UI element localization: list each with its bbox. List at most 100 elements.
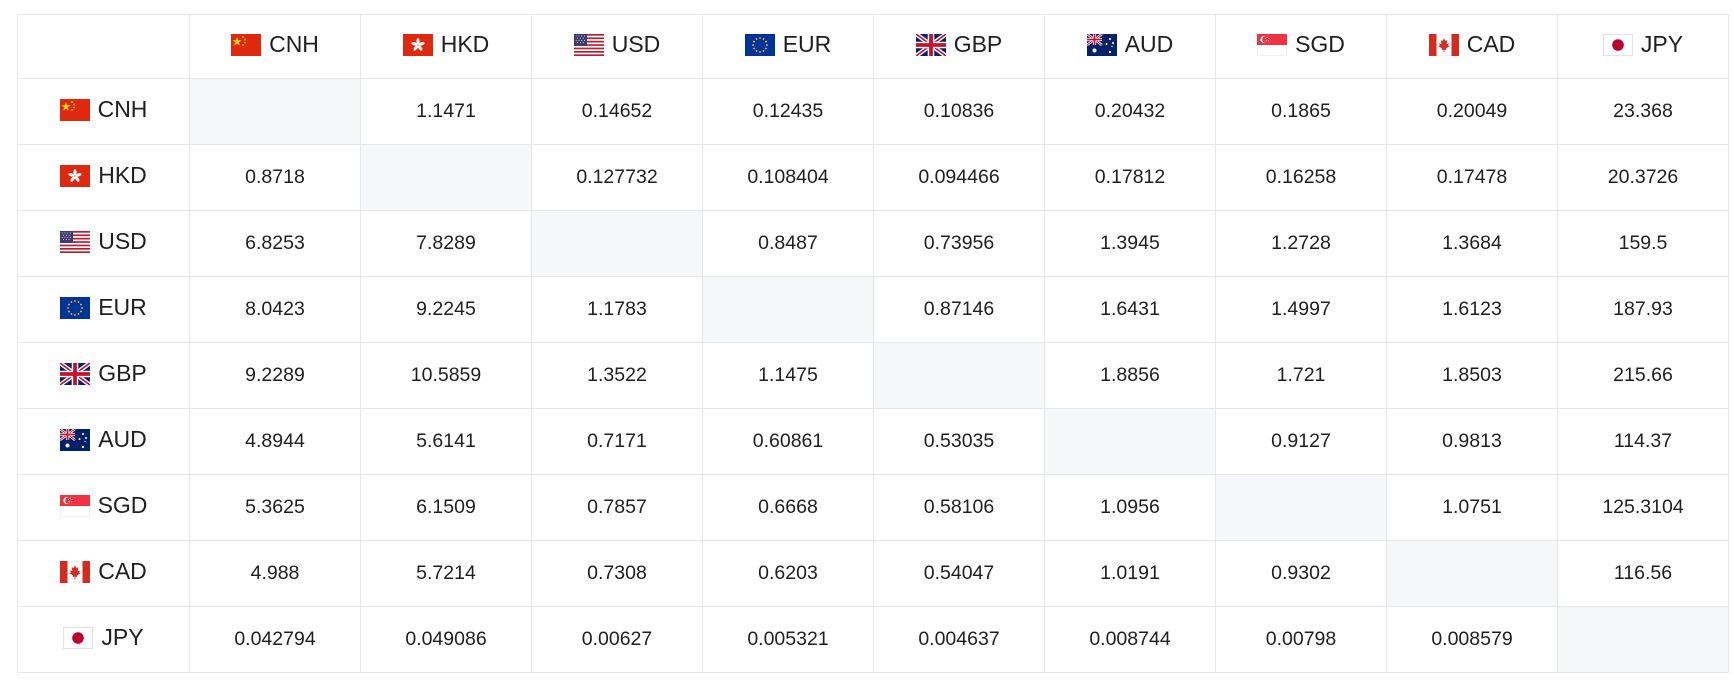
rate-cell: 20.3726 — [1557, 144, 1729, 211]
hong-kong-flag-icon — [60, 164, 91, 187]
rate-cell: 0.108404 — [702, 144, 874, 211]
row-header-usd: USD — [17, 210, 190, 277]
rate-cell: 0.005321 — [702, 606, 874, 673]
usa-flag-icon — [573, 33, 604, 56]
rate-cell: 0.54047 — [873, 540, 1045, 607]
rate-cell: 0.004637 — [873, 606, 1045, 673]
canada-flag-icon — [1428, 33, 1459, 56]
currency-code: GBP — [953, 31, 1003, 58]
row-header-jpy: JPY — [17, 606, 190, 673]
china-flag-icon — [59, 98, 90, 121]
rate-cell: 1.1471 — [360, 78, 532, 145]
china-flag-icon — [231, 33, 262, 56]
rate-cell: 4.988 — [189, 540, 361, 607]
rate-cell-diagonal — [1386, 540, 1558, 607]
rate-cell: 4.8944 — [189, 408, 361, 475]
rate-cell: 0.1865 — [1215, 78, 1387, 145]
rate-cell: 0.7308 — [531, 540, 703, 607]
column-header-cnh: CNH — [189, 14, 361, 79]
rate-cell: 0.53035 — [873, 408, 1045, 475]
rate-cell: 1.0956 — [1044, 474, 1216, 541]
column-header-cad: CAD — [1386, 14, 1558, 79]
rate-cell: 1.8503 — [1386, 342, 1558, 409]
column-header-usd: USD — [531, 14, 703, 79]
currency-code: HKD — [440, 31, 490, 58]
rate-cell: 0.87146 — [873, 276, 1045, 343]
rate-cell: 0.9302 — [1215, 540, 1387, 607]
rate-cell: 0.10836 — [873, 78, 1045, 145]
rate-cell: 9.2289 — [189, 342, 361, 409]
table-row: SGD 5.3625 6.1509 0.7857 0.6668 0.58106 … — [17, 474, 1729, 541]
rate-cell: 0.73956 — [873, 210, 1045, 277]
row-header-eur: EUR — [17, 276, 190, 343]
rate-cell: 6.1509 — [360, 474, 532, 541]
rate-cell: 0.12435 — [702, 78, 874, 145]
rate-cell: 116.56 — [1557, 540, 1729, 607]
rate-cell: 1.1475 — [702, 342, 874, 409]
rate-cell: 0.00627 — [531, 606, 703, 673]
table-row: CNH 1.1471 0.14652 0.12435 0.10836 0.204… — [17, 78, 1729, 145]
rate-cell: 0.14652 — [531, 78, 703, 145]
rate-cell: 1.4997 — [1215, 276, 1387, 343]
header-row: CNH HKD USD EUR GBP AUD SGD CAD JPY — [17, 14, 1729, 79]
rate-cell: 1.0191 — [1044, 540, 1216, 607]
rate-cell: 9.2245 — [360, 276, 532, 343]
currency-code: HKD — [98, 162, 147, 189]
rate-cell: 1.721 — [1215, 342, 1387, 409]
row-header-sgd: SGD — [17, 474, 190, 541]
currency-code: JPY — [1640, 31, 1684, 58]
hong-kong-flag-icon — [402, 33, 433, 56]
rate-cell-diagonal — [702, 276, 874, 343]
rate-cell: 10.5859 — [360, 342, 532, 409]
rate-cell-diagonal — [873, 342, 1045, 409]
currency-code: EUR — [782, 31, 832, 58]
cross-rate-table: CNH HKD USD EUR GBP AUD SGD CAD JPY CNH … — [17, 14, 1729, 673]
rate-cell: 1.3522 — [531, 342, 703, 409]
rate-cell: 7.8289 — [360, 210, 532, 277]
rate-cell-diagonal — [1215, 474, 1387, 541]
currency-code: GBP — [98, 360, 147, 387]
currency-code: CAD — [98, 558, 147, 585]
rate-cell: 0.094466 — [873, 144, 1045, 211]
row-header-aud: AUD — [17, 408, 190, 475]
rate-cell: 125.3104 — [1557, 474, 1729, 541]
rate-cell: 0.7857 — [531, 474, 703, 541]
rate-cell: 0.6668 — [702, 474, 874, 541]
table-row: EUR 8.0423 9.2245 1.1783 0.87146 1.6431 … — [17, 276, 1729, 343]
currency-code: AUD — [1124, 31, 1174, 58]
rate-cell: 0.049086 — [360, 606, 532, 673]
rate-cell: 0.20432 — [1044, 78, 1216, 145]
japan-flag-icon — [63, 626, 94, 649]
singapore-flag-icon — [1257, 33, 1288, 56]
rate-cell-diagonal — [189, 78, 361, 145]
rate-cell: 0.60861 — [702, 408, 874, 475]
uk-flag-icon — [60, 362, 91, 385]
column-header-jpy: JPY — [1557, 14, 1729, 79]
rate-cell: 0.58106 — [873, 474, 1045, 541]
row-header-gbp: GBP — [17, 342, 190, 409]
rate-cell: 0.6203 — [702, 540, 874, 607]
rate-cell-diagonal — [1044, 408, 1216, 475]
currency-code: USD — [98, 228, 147, 255]
corner-cell — [17, 14, 190, 79]
table-row: CAD 4.988 5.7214 0.7308 0.6203 0.54047 1… — [17, 540, 1729, 607]
usa-flag-icon — [60, 230, 91, 253]
rate-cell: 0.17812 — [1044, 144, 1216, 211]
uk-flag-icon — [915, 33, 946, 56]
rate-cell: 0.16258 — [1215, 144, 1387, 211]
rate-cell: 1.3945 — [1044, 210, 1216, 277]
rate-cell: 1.6431 — [1044, 276, 1216, 343]
rate-cell: 0.20049 — [1386, 78, 1558, 145]
row-header-hkd: HKD — [17, 144, 190, 211]
eu-flag-icon — [744, 33, 775, 56]
currency-code: CNH — [97, 96, 148, 123]
table-row: USD 6.8253 7.8289 0.8487 0.73956 1.3945 … — [17, 210, 1729, 277]
row-header-cnh: CNH — [17, 78, 190, 145]
rate-cell: 0.7171 — [531, 408, 703, 475]
currency-code: JPY — [101, 624, 144, 651]
rate-cell: 0.9127 — [1215, 408, 1387, 475]
rate-cell: 0.008744 — [1044, 606, 1216, 673]
rate-cell-diagonal — [360, 144, 532, 211]
table-row: AUD 4.8944 5.6141 0.7171 0.60861 0.53035… — [17, 408, 1729, 475]
rate-cell: 0.9813 — [1386, 408, 1558, 475]
